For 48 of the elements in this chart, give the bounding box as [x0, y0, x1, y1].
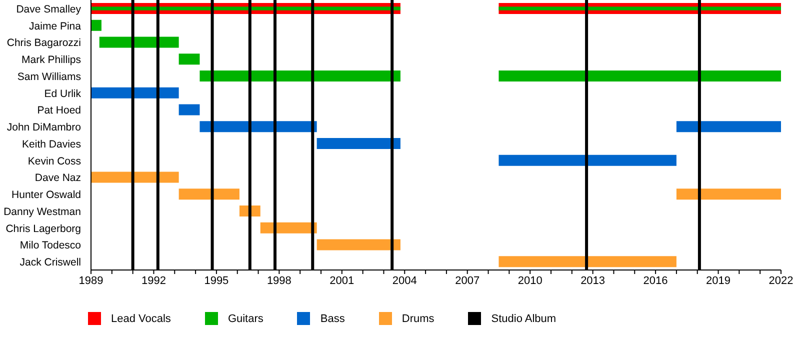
bar	[99, 36, 179, 48]
x-tick-label: 1995	[204, 274, 229, 287]
y-tick-label: Mark Phillips	[21, 54, 81, 66]
bar	[91, 87, 179, 98]
x-tick-label: 1998	[266, 274, 292, 287]
x-tick-label: 2004	[392, 274, 417, 287]
x-tick-label: 2016	[643, 274, 668, 287]
bar	[676, 121, 781, 132]
y-tick-label: Milo Todesco	[20, 240, 82, 252]
y-tick-label: Sam Williams	[17, 70, 81, 83]
bar	[91, 172, 179, 183]
y-tick-label: Danny Westman	[4, 206, 82, 218]
y-tick-label: Keith Davies	[22, 138, 81, 150]
x-tick-label: 1989	[78, 274, 104, 287]
bar	[200, 70, 400, 82]
legend-label: Bass	[320, 312, 345, 324]
x-tick-label: 2022	[768, 274, 794, 287]
y-tick-label: Ed Urlik	[44, 88, 82, 100]
legend-label: Guitars	[228, 312, 264, 324]
bar	[178, 188, 240, 200]
legend-label: Lead Vocals	[111, 312, 171, 324]
bar	[178, 104, 200, 116]
x-tick-label: 2007	[455, 274, 480, 287]
y-tick-label: John DiMambro	[6, 122, 82, 134]
bar	[498, 256, 676, 268]
legend-label: Studio Album	[491, 312, 556, 324]
bar	[178, 54, 200, 65]
legend-label: Drums	[402, 312, 434, 324]
y-tick-label: Jack Criswell	[20, 256, 81, 269]
bar	[316, 239, 400, 250]
y-tick-label: Hunter Oswald	[12, 189, 82, 202]
bar	[316, 138, 400, 149]
y-tick-label: Dave Smalley	[16, 3, 82, 16]
x-tick-label: 2013	[580, 274, 606, 287]
y-tick-label: Pat Hoed	[37, 104, 82, 117]
bar	[498, 154, 676, 166]
y-tick-label: Chris Lagerborg	[6, 222, 82, 235]
x-tick-label: 2010	[518, 274, 542, 287]
bar	[91, 20, 102, 31]
x-tick-label: 1992	[141, 274, 166, 287]
x-tick-label: 2001	[330, 274, 354, 287]
y-tick-label: Chris Bagarozzi	[6, 37, 81, 50]
bar	[676, 188, 781, 200]
x-tick-label: 2019	[706, 274, 731, 287]
y-tick-label: Dave Naz	[34, 172, 81, 184]
y-tick-label: Jaime Pina	[29, 20, 82, 32]
y-tick-label: Kevin Coss	[28, 155, 81, 168]
bar	[200, 121, 317, 132]
